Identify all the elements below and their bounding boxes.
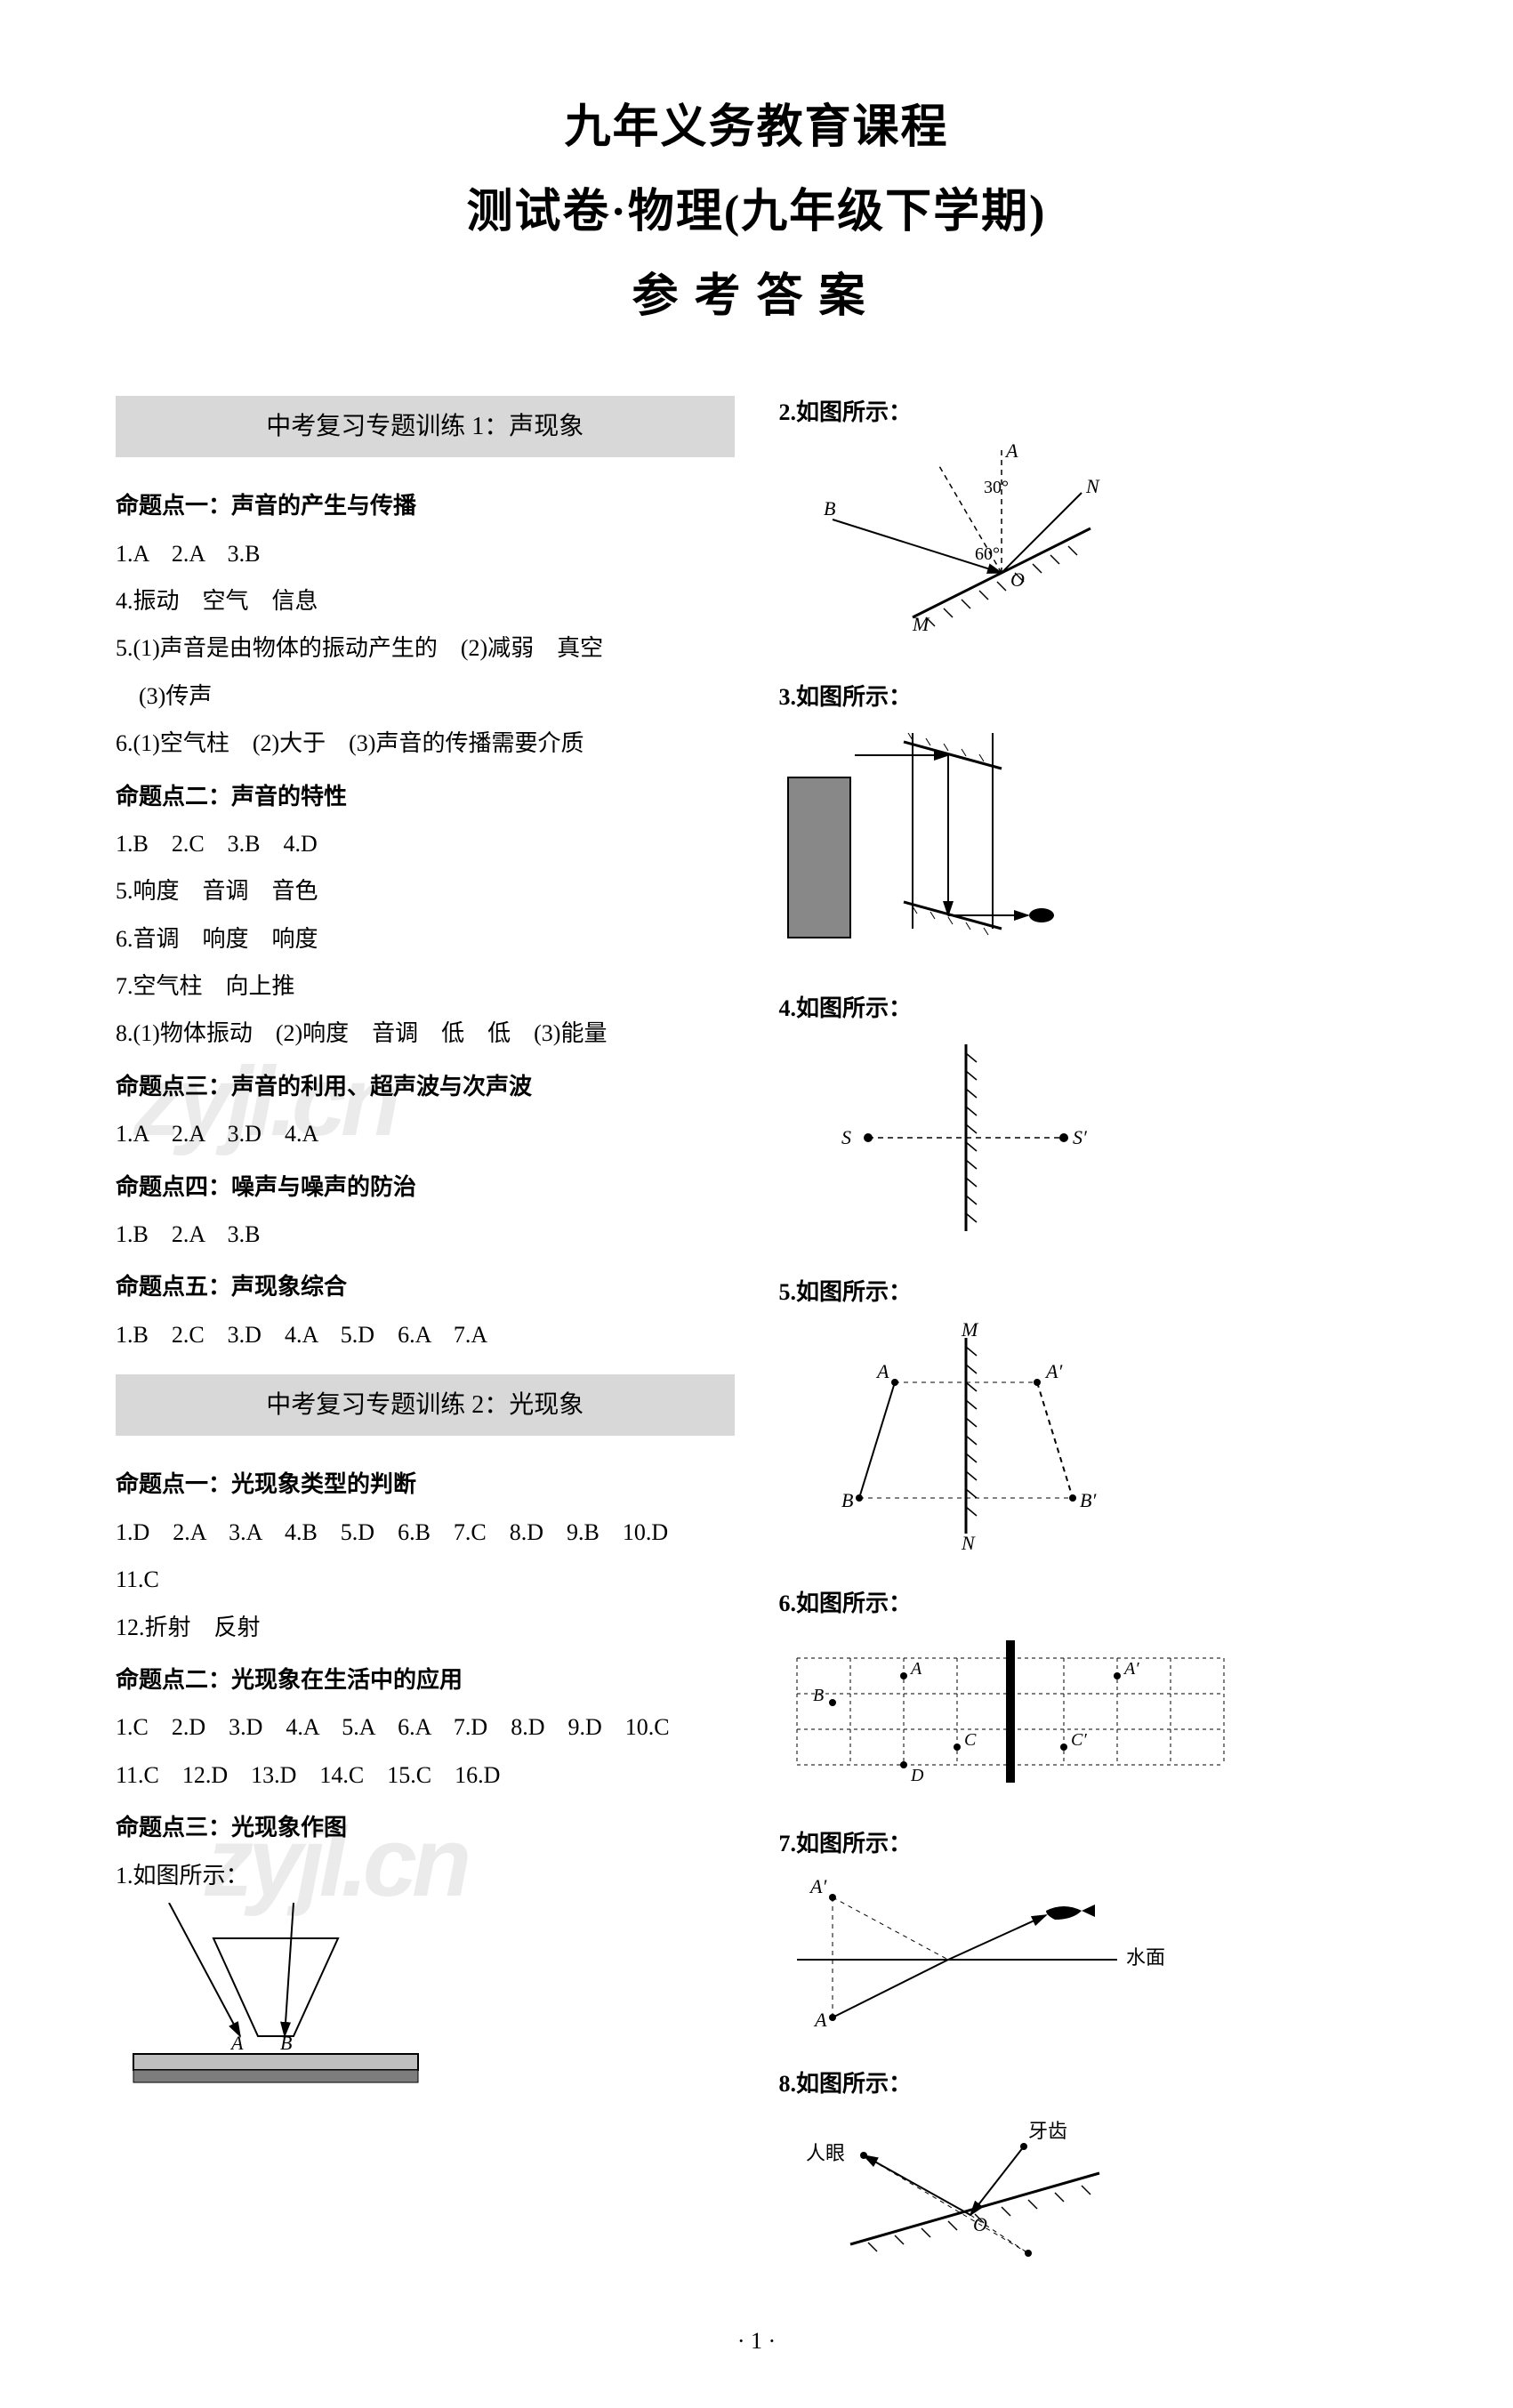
fig5-label: 5.如图所示： [779, 1270, 1398, 1314]
fig6-label: 6.如图所示： [779, 1582, 1398, 1625]
q3-title: 命题点三：光现象作图 [116, 1806, 735, 1849]
diagram-5: M N A B A′ B′ [779, 1320, 1398, 1566]
d5-label-M: M [961, 1320, 979, 1341]
diagram-8: 人眼 牙齿 O [779, 2111, 1398, 2276]
diagram-4: S S′ [779, 1035, 1398, 1254]
q2-l2: 11.C 12.D 13.D 14.C 15.C 16.D [116, 1753, 735, 1797]
q2-l1: 1.C 2.D 3.D 4.A 5.A 6.A 7.D 8.D 9.D 10.C [116, 1705, 735, 1749]
d6-C: C [964, 1730, 977, 1750]
d5-B: B [841, 1489, 853, 1511]
d4-label-Sp: S′ [1073, 1126, 1088, 1148]
p5-l1: 1.B 2.C 3.D 4.A 5.D 6.A 7.A [116, 1313, 735, 1357]
diagram-3 [779, 724, 1398, 970]
diagram-6: A B C D A′ C′ [779, 1631, 1398, 1806]
d5-Bp: B′ [1080, 1489, 1097, 1511]
svg-text:B: B [280, 2032, 292, 2054]
header-line2: 测试卷·物理(九年级下学期) [116, 173, 1397, 240]
d3-block [788, 777, 850, 938]
p1-title: 命题点一：声音的产生与传播 [116, 484, 735, 528]
banner-topic-2: 中考复习专题训练 2：光现象 [116, 1374, 735, 1436]
fig4-label: 4.如图所示： [779, 987, 1398, 1030]
p2-l5: 8.(1)物体振动 (2)响度 音调 低 低 (3)能量 [116, 1011, 735, 1055]
fig8-label: 8.如图所示： [779, 2062, 1398, 2106]
content-columns: 中考复习专题训练 1：声现象 命题点一：声音的产生与传播 1.A 2.A 3.B… [116, 378, 1397, 2292]
header-line1: 九年义务教育课程 [116, 89, 1397, 156]
p1-l5: 6.(1)空气柱 (2)大于 (3)声音的传播需要介质 [116, 721, 735, 765]
d8-eye: 人眼 [806, 2142, 845, 2164]
q2-title: 命题点二：光现象在生活中的应用 [116, 1658, 735, 1702]
diagram-2: A B M N O 30° 60° [779, 439, 1398, 658]
q1-l3: 12.折射 反射 [116, 1606, 735, 1649]
d2-label-A: A [1004, 439, 1018, 462]
banner-topic-1: 中考复习专题训练 1：声现象 [116, 396, 735, 457]
q1-l1: 1.D 2.A 3.A 4.B 5.D 6.B 7.C 8.D 9.B 10.D [116, 1510, 735, 1554]
d2-label-B: B [824, 497, 835, 519]
q1-l2: 11.C [116, 1558, 735, 1601]
q3-l1: 1.如图所示： [116, 1854, 735, 1897]
p2-title: 命题点二：声音的特性 [116, 775, 735, 818]
p1-l1: 1.A 2.A 3.B [116, 532, 735, 576]
p2-l4: 7.空气柱 向上推 [116, 964, 735, 1008]
d2-label-O: O [1010, 568, 1025, 591]
d2-angle-60: 60° [975, 544, 1000, 564]
p4-title: 命题点四：噪声与噪声的防治 [116, 1165, 735, 1209]
d8-tooth: 牙齿 [1028, 2120, 1067, 2142]
p2-l3: 6.音调 响度 响度 [116, 917, 735, 961]
page-number: · 1 · [116, 2328, 1397, 2355]
page-header: 九年义务教育课程 测试卷·物理(九年级下学期) 参考答案 [116, 89, 1397, 325]
d7-Ap: A′ [809, 1875, 827, 1897]
p2-l2: 5.响度 音调 音色 [116, 869, 735, 913]
fig3-label: 3.如图所示： [779, 675, 1398, 719]
p3-l1: 1.A 2.A 3.D 4.A [116, 1112, 735, 1156]
q1-title: 命题点一：光现象类型的判断 [116, 1462, 735, 1506]
header-line3: 参考答案 [116, 258, 1397, 325]
right-column: 2.如图所示： [779, 378, 1398, 2292]
diagram-1: A B [116, 1903, 735, 2113]
d2-label-N: N [1085, 475, 1100, 497]
p3-title: 命题点三：声音的利用、超声波与次声波 [116, 1065, 735, 1108]
p4-l1: 1.B 2.A 3.B [116, 1212, 735, 1256]
d5-A: A [875, 1360, 889, 1382]
diagram-7: 水面 A A′ [779, 1871, 1398, 2045]
p2-l1: 1.B 2.C 3.B 4.D [116, 822, 735, 866]
d5-Ap: A′ [1044, 1360, 1063, 1382]
d5-label-N: N [961, 1532, 976, 1551]
d2-label-M: M [912, 613, 930, 635]
d6-Cp: C′ [1071, 1730, 1087, 1750]
svg-text:A: A [229, 2032, 244, 2054]
p1-l3: 5.(1)声音是由物体的振动产生的 (2)减弱 真空 [116, 626, 735, 670]
p1-l4: (3)传声 [116, 674, 735, 718]
d2-angle-30: 30° [984, 478, 1009, 497]
d7-A: A [813, 2009, 827, 2031]
d6-B: B [813, 1686, 824, 1705]
d6-A: A [909, 1659, 922, 1679]
left-column: 中考复习专题训练 1：声现象 命题点一：声音的产生与传播 1.A 2.A 3.B… [116, 378, 735, 2292]
d4-label-S: S [841, 1126, 851, 1148]
fig2-label: 2.如图所示： [779, 391, 1398, 434]
fig7-label: 7.如图所示： [779, 1822, 1398, 1865]
d7-water: 水面 [1126, 1946, 1165, 1969]
p1-l2: 4.振动 空气 信息 [116, 579, 735, 623]
d6-D: D [910, 1766, 924, 1785]
d6-Ap: A′ [1123, 1659, 1139, 1679]
p5-title: 命题点五：声现象综合 [116, 1265, 735, 1309]
